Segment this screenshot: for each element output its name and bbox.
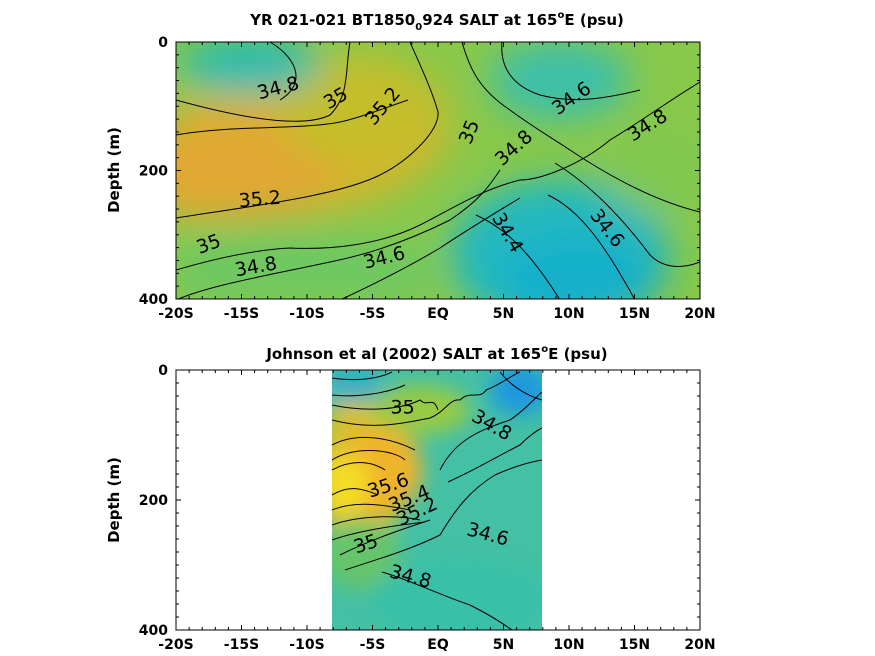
x-tick-label: 10N — [553, 306, 584, 322]
y-tick-label: 400 — [139, 292, 168, 308]
contour-label: 35.2 — [238, 187, 282, 213]
x-tick-label: 15N — [619, 306, 650, 322]
top-y-ticks: 0 200 400 — [139, 35, 700, 308]
x-tick-label: -5S — [360, 306, 386, 322]
bottom-panel: Johnson et al (2002) SALT at 165oE (psu) — [105, 344, 716, 653]
x-tick-label: -20S — [158, 637, 193, 653]
x-tick-label: -15S — [224, 306, 259, 322]
y-tick-label: 200 — [139, 164, 168, 180]
bottom-y-ticks: 0 200 400 — [139, 363, 700, 639]
top-salinity-field — [176, 42, 700, 299]
x-tick-label: -10S — [289, 306, 324, 322]
y-tick-label: 0 — [158, 35, 168, 51]
top-contour-lines — [176, 42, 700, 299]
top-title: YR 021-021 BT18500924 SALT at 165oE (psu… — [249, 10, 624, 33]
top-y-axis-label: Depth (m) — [105, 127, 123, 213]
top-x-ticks: -20S -15S -10S -5S EQ 5N 10N 15N 20N — [158, 42, 716, 322]
x-tick-label: -15S — [224, 637, 259, 653]
x-tick-label: 20N — [684, 637, 715, 653]
y-tick-label: 0 — [158, 363, 168, 379]
x-tick-label: EQ — [427, 637, 449, 653]
top-panel: YR 021-021 BT18500924 SALT at 165oE (psu… — [105, 10, 716, 322]
bottom-y-axis-label: Depth (m) — [105, 457, 123, 543]
x-tick-label: 20N — [684, 306, 715, 322]
bottom-x-ticks: -20S -15S -10S -5S EQ 5N 10N 15N 20N — [158, 370, 716, 653]
x-tick-label: 10N — [553, 637, 584, 653]
y-tick-label: 200 — [139, 493, 168, 509]
x-tick-label: 5N — [493, 637, 514, 653]
x-tick-label: -20S — [158, 306, 193, 322]
x-tick-label: -10S — [289, 637, 324, 653]
bottom-title: Johnson et al (2002) SALT at 165oE (psu) — [265, 344, 607, 363]
x-tick-label: EQ — [427, 306, 449, 322]
bottom-contour-lines — [332, 371, 542, 630]
bottom-salinity-field — [332, 370, 542, 630]
x-tick-label: 5N — [493, 306, 514, 322]
x-tick-label: -5S — [360, 637, 386, 653]
contour-label: 35 — [391, 397, 415, 419]
y-tick-label: 400 — [139, 623, 168, 639]
x-tick-label: 15N — [619, 637, 650, 653]
